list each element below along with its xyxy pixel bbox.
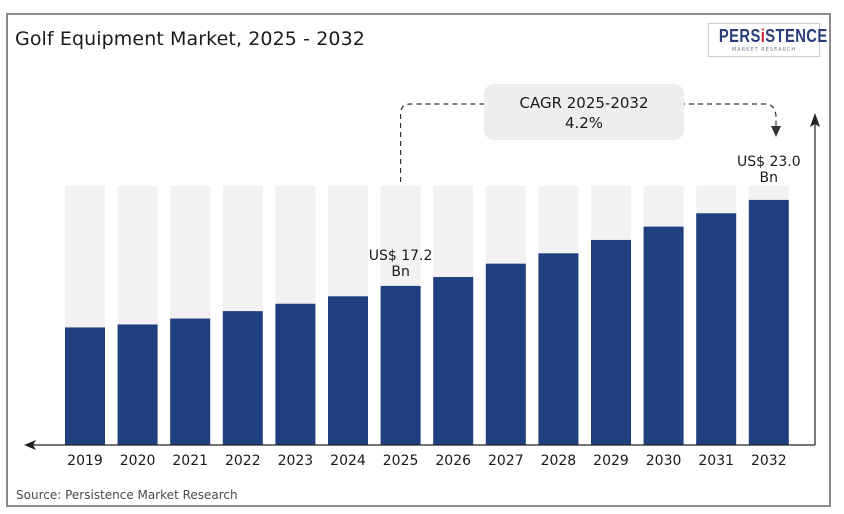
annotation-value-2032: US$ 23.0: [737, 154, 801, 170]
x-tick-label-2019: 2019: [67, 453, 103, 469]
x-tick-label-2025: 2025: [383, 453, 419, 469]
x-tick-label-2029: 2029: [593, 453, 629, 469]
logo-text-suffix: STENCE: [765, 26, 828, 46]
bar-2025: [380, 285, 421, 445]
bar-2023: [275, 303, 316, 445]
x-tick-label-2021: 2021: [172, 453, 208, 469]
bar-2030: [643, 226, 684, 445]
cagr-box: [484, 84, 684, 140]
bar-2028: [538, 253, 579, 445]
persistence-logo: PERSiSTENCE MARKET RESEARCH: [708, 23, 827, 57]
x-tick-label-2028: 2028: [541, 453, 577, 469]
logo-text-highlight: i: [760, 26, 766, 46]
x-tick-label-2030: 2030: [646, 453, 682, 469]
logo-text-prefix: PERS: [718, 26, 761, 46]
bar-2031: [696, 213, 737, 445]
logo-subtitle: MARKET RESEARCH: [731, 47, 797, 53]
x-tick-label-2027: 2027: [488, 453, 524, 469]
cagr-value: 4.2%: [565, 114, 603, 132]
bar-2027: [485, 263, 526, 445]
y-axis-arrow-icon: [810, 113, 820, 127]
x-tick-label-2032: 2032: [751, 453, 787, 469]
logo-wordmark: PERSiSTENCE: [718, 26, 827, 46]
annotation-unit-2025: Bn: [391, 264, 409, 280]
bar-2024: [328, 296, 368, 445]
x-axis-arrow-icon: [24, 440, 36, 450]
bar-2026: [433, 277, 474, 445]
bar-2020: [117, 324, 158, 445]
cagr-connector-left: [400, 103, 488, 182]
bar-2022: [222, 311, 263, 445]
x-tick-label-2026: 2026: [435, 453, 471, 469]
x-tick-labels: 2019 2020 2021 2022 2023 2024 2025 2026 2027 2028…: [67, 453, 786, 469]
annotation-value-2025: US$ 17.2: [369, 248, 433, 264]
annotation-unit-2032: Bn: [760, 170, 778, 186]
bar-2032: [748, 199, 789, 445]
bar-2019: [65, 327, 105, 445]
x-tick-label-2023: 2023: [278, 453, 314, 469]
cagr-arrowhead-icon: [771, 126, 781, 137]
cagr-connector-right: [680, 103, 777, 126]
x-tick-label-2031: 2031: [698, 453, 734, 469]
source-note: Source: Persistence Market Research: [16, 488, 238, 502]
chart-title: Golf Equipment Market, 2025 - 2032: [15, 28, 365, 50]
bar-2021: [170, 318, 211, 445]
x-tick-label-2020: 2020: [120, 453, 156, 469]
x-tick-label-2024: 2024: [330, 453, 366, 469]
cagr-annotation: CAGR 2025-2032 4.2%: [400, 84, 781, 182]
bars: [65, 199, 789, 445]
cagr-label: CAGR 2025-2032: [519, 94, 648, 112]
x-tick-label-2022: 2022: [225, 453, 261, 469]
bar-2029: [591, 239, 631, 445]
